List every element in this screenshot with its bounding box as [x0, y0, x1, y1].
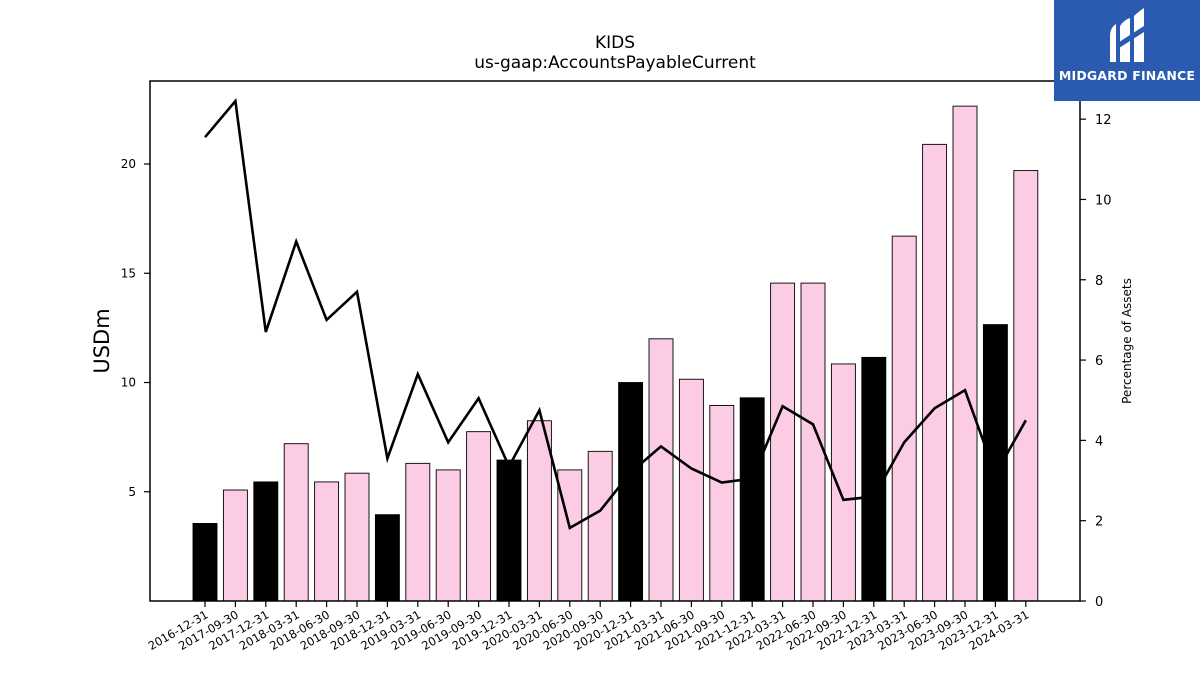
bar-2024-03-31 [1013, 170, 1039, 602]
logo-text: MIDGARD FINANCE [1058, 68, 1196, 83]
bar-2022-03-31 [770, 282, 796, 602]
bar-2018-09-30 [344, 472, 370, 602]
bar-2021-03-31 [648, 338, 674, 602]
y2-tick-label: 0 [1095, 595, 1103, 610]
y2-tick-label: 2 [1095, 515, 1103, 530]
bar-2021-06-30 [678, 378, 704, 602]
y-axis-label: USDm [90, 308, 114, 373]
y-tick-label: 20 [121, 157, 136, 171]
bar-2019-03-31 [405, 462, 431, 602]
y2-tick-label: 6 [1095, 354, 1103, 369]
y-tick-label: 10 [121, 376, 136, 390]
bar-2023-12-31 [982, 324, 1008, 602]
bar-2019-12-31 [496, 459, 522, 602]
bar-2020-03-31 [526, 420, 552, 602]
bar-2018-06-30 [314, 481, 340, 602]
y2-axis-label: Percentage of Assets [1120, 278, 1134, 404]
chart-title: KIDS [595, 33, 635, 53]
y2-tick-label: 10 [1095, 193, 1112, 208]
bar-2023-03-31 [891, 235, 917, 602]
bar-2017-09-30 [222, 489, 248, 602]
bar-2021-09-30 [709, 405, 735, 602]
bar-2017-12-31 [253, 481, 279, 602]
bar-2016-12-31 [192, 522, 218, 602]
right-axis-ticks: 0 2 4 6 8 10 12 [1080, 113, 1112, 610]
bar-2022-12-31 [861, 356, 887, 602]
plot-frame [149, 80, 1081, 602]
left-axis-ticks: 5 10 15 20 [121, 157, 150, 499]
bars [192, 105, 1039, 602]
bar-2023-09-30 [952, 105, 978, 602]
bar-2019-09-30 [466, 431, 492, 602]
y-tick-label: 5 [128, 485, 136, 499]
bar-2023-06-30 [922, 143, 948, 602]
percentage-line [204, 97, 1027, 530]
bar-2018-03-31 [283, 443, 309, 602]
y2-tick-label: 12 [1095, 113, 1112, 128]
bar-2020-09-30 [587, 450, 613, 602]
bar-2020-12-31 [618, 382, 644, 602]
x-axis-ticks: 2016-12-312017-09-302017-12-312018-03-31… [146, 601, 1031, 653]
y-tick-label: 15 [121, 266, 136, 280]
bar-2018-12-31 [374, 514, 400, 602]
y2-tick-label: 4 [1095, 434, 1103, 449]
bar-2022-09-30 [830, 363, 856, 602]
chart-subtitle: us-gaap:AccountsPayableCurrent [474, 53, 756, 73]
y2-tick-label: 8 [1095, 274, 1103, 289]
logo-box: MIDGARD FINANCE [1054, 0, 1200, 101]
bar-2021-12-31 [739, 397, 765, 602]
bar-2020-06-30 [557, 469, 583, 602]
midgard-logo-icon [1110, 8, 1144, 62]
bar-2019-06-30 [435, 469, 461, 602]
